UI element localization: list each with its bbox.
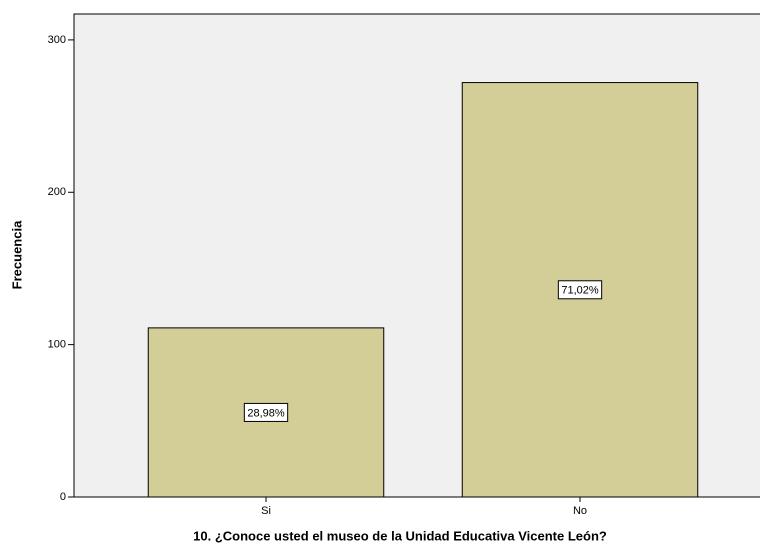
y-tick-label: 100 xyxy=(48,339,66,351)
x-axis-title: 10. ¿Conoce usted el museo de la Unidad … xyxy=(193,528,607,543)
y-tick-label: 200 xyxy=(48,186,66,198)
y-tick-label: 0 xyxy=(60,491,66,503)
x-tick-label: No xyxy=(573,505,587,517)
data-label: 71,02% xyxy=(561,285,599,297)
bar xyxy=(147,327,385,498)
data-label-box xyxy=(557,280,603,300)
y-axis-title: Frecuencia xyxy=(9,220,24,289)
y-tick-label: 300 xyxy=(48,34,66,46)
data-label: 28,98% xyxy=(247,407,285,419)
data-label-box xyxy=(243,402,289,422)
x-tick-label: Si xyxy=(261,505,271,517)
